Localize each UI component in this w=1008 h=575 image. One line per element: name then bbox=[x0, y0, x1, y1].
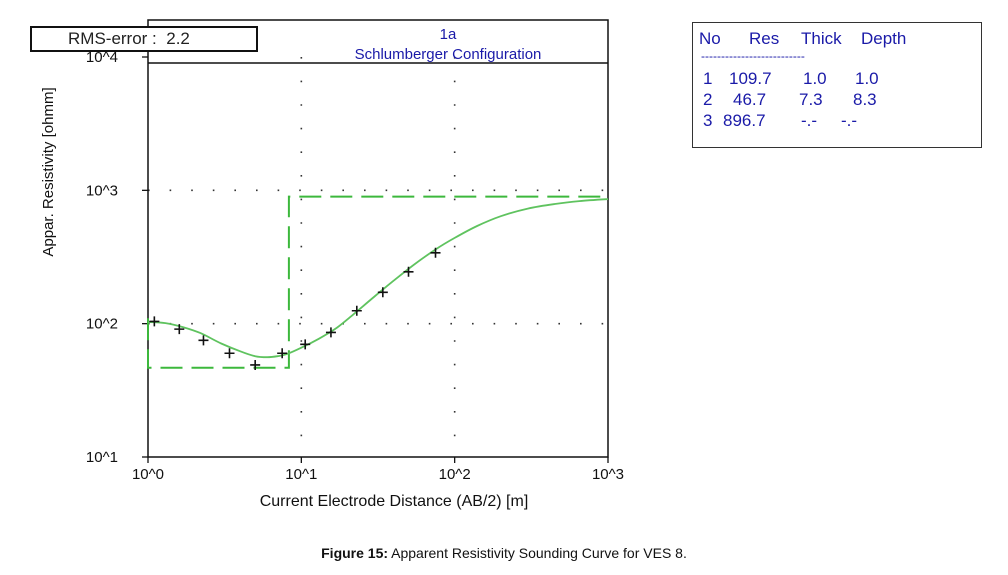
data-point bbox=[277, 348, 288, 359]
x-axis-label: Current Electrode Distance (AB/2) [m] bbox=[260, 493, 529, 510]
data-point bbox=[250, 359, 261, 370]
caption-text: Apparent Resistivity Sounding Curve for … bbox=[388, 545, 687, 561]
data-point bbox=[149, 316, 160, 327]
calculated-curve bbox=[147, 198, 609, 359]
cell-no: 2 bbox=[703, 90, 713, 109]
y-tick-label: 10^4 bbox=[86, 49, 118, 66]
cell-res: 109.7 bbox=[729, 69, 772, 88]
data-point bbox=[325, 327, 336, 338]
figure-caption: Figure 15: Apparent Resistivity Sounding… bbox=[0, 545, 1008, 561]
header-thick: Thick bbox=[801, 29, 842, 48]
curve-layer bbox=[147, 198, 609, 359]
header-res: Res bbox=[749, 29, 780, 48]
table-row: 2 46.7 7.3 8.3 bbox=[693, 90, 981, 110]
cell-no: 3 bbox=[703, 111, 713, 130]
cell-res: 46.7 bbox=[733, 90, 767, 109]
x-tick-label: 10^1 bbox=[285, 466, 317, 483]
cell-no: 1 bbox=[703, 69, 713, 88]
grid-layer bbox=[148, 57, 608, 457]
caption-label: Figure 15: bbox=[321, 545, 389, 561]
cell-depth: 8.3 bbox=[853, 90, 877, 109]
x-tick-label: 10^2 bbox=[439, 466, 471, 483]
ticks-layer: 10^0 10^1 10^2 10^3 10^1 10^2 10^3 10^4 bbox=[86, 49, 624, 483]
header-depth: Depth bbox=[861, 29, 907, 48]
y-axis-label: Appar. Resistivity [ohmm] bbox=[40, 87, 57, 256]
cell-thick: 1.0 bbox=[803, 69, 827, 88]
data-point bbox=[403, 266, 414, 277]
cell-depth: 1.0 bbox=[855, 69, 879, 88]
y-tick-label: 10^3 bbox=[86, 182, 118, 199]
x-tick-label: 10^0 bbox=[132, 466, 164, 483]
model-line bbox=[147, 195, 608, 369]
data-point bbox=[377, 287, 388, 298]
layer-model-table: No Res Thick Depth ---------------------… bbox=[692, 22, 982, 148]
data-point bbox=[351, 305, 362, 316]
model-layer bbox=[147, 195, 608, 369]
rms-error-label: RMS-error : bbox=[68, 29, 157, 48]
y-tick-label: 10^2 bbox=[86, 316, 118, 333]
table-row: 1 109.7 1.0 1.0 bbox=[693, 69, 981, 89]
x-tick-label: 10^3 bbox=[592, 466, 624, 483]
cell-thick: -.- bbox=[801, 111, 818, 130]
cell-thick: 7.3 bbox=[799, 90, 823, 109]
cell-depth: -.- bbox=[841, 111, 858, 130]
rms-error-box: RMS-error : 2.2 bbox=[30, 26, 258, 52]
chart-subtitle: Schlumberger Configuration bbox=[355, 46, 542, 63]
points-layer bbox=[149, 247, 441, 370]
cell-res: 896.7 bbox=[723, 111, 766, 130]
table-header: No Res Thick Depth bbox=[693, 29, 981, 51]
data-point bbox=[174, 324, 185, 335]
header-no: No bbox=[699, 29, 721, 48]
data-point bbox=[224, 348, 235, 359]
chart-title: 1a bbox=[440, 26, 457, 43]
table-row: 3 896.7 -.- -.- bbox=[693, 111, 981, 131]
table-separator: -------------------------- bbox=[701, 49, 805, 63]
rms-error-value: 2.2 bbox=[166, 29, 190, 48]
y-tick-label: 10^1 bbox=[86, 449, 118, 466]
data-point bbox=[300, 339, 311, 350]
data-point bbox=[198, 335, 209, 346]
data-point bbox=[430, 247, 441, 258]
plot-frame bbox=[147, 19, 609, 458]
